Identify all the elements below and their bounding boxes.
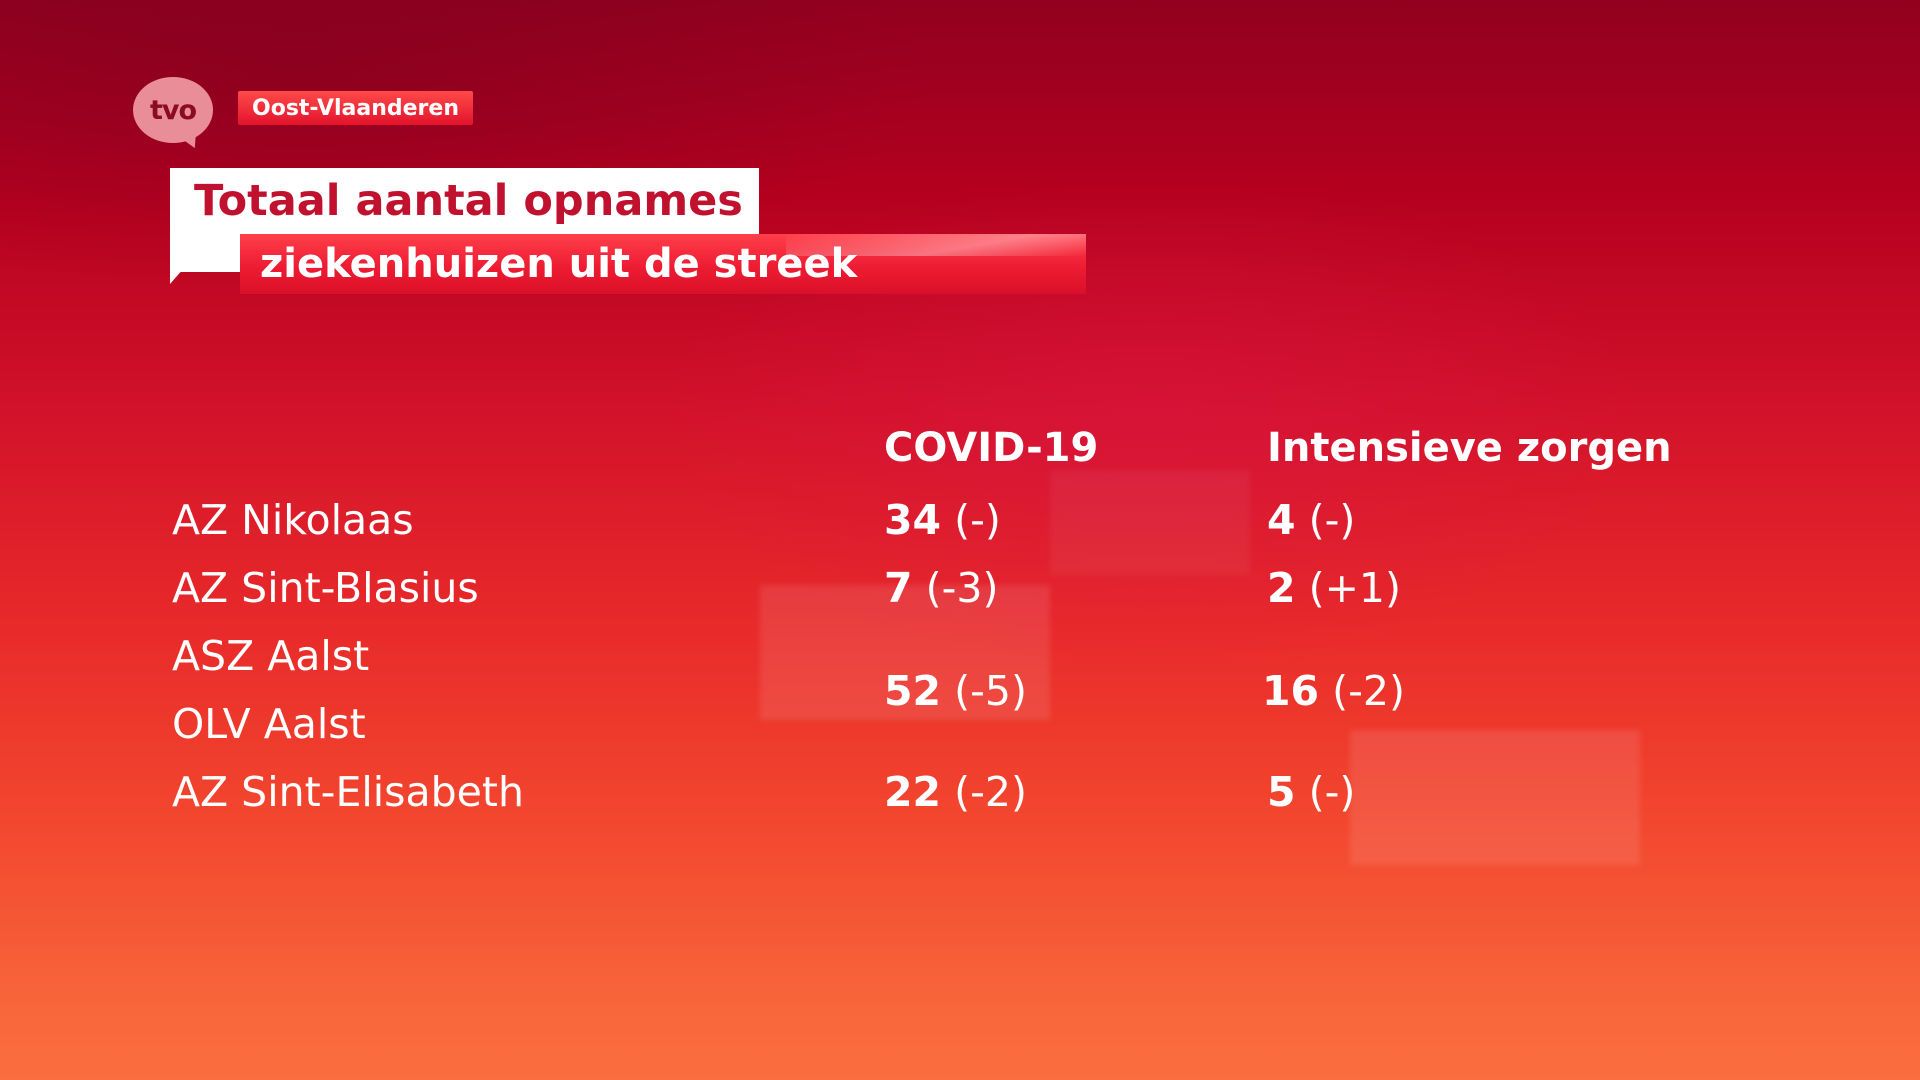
hospital-name: OLV Aalst [172,700,366,748]
covid-cell: 52 (-5) [884,666,1027,716]
background-floor [0,940,1920,1080]
intensive-care-value: 5 [1267,768,1296,816]
column-header-intensive-care: Intensieve zorgen [1267,425,1672,471]
background-panel [760,585,1050,720]
covid-change: (-2) [954,768,1027,816]
intensive-care-change: (-) [1308,768,1356,816]
intensive-care-change: (-) [1308,496,1356,544]
page-subtitle: ziekenhuizen uit de streek [240,234,1086,294]
intensive-care-value: 16 [1262,667,1320,715]
tvo-logo: tvo [133,77,213,153]
hospital-name: AZ Nikolaas [172,496,414,544]
intensive-care-cell: 4 (-) [1267,495,1355,545]
covid-value: 22 [884,768,942,816]
page-title: Totaal aantal opnames [170,168,759,234]
region-tag: Oost-Vlaanderen [238,91,473,125]
covid-value: 34 [884,496,942,544]
background-panel [1050,470,1250,575]
intensive-care-change: (-2) [1332,667,1405,715]
title-connector [170,230,240,272]
covid-value: 52 [884,667,942,715]
covid-change: (-) [954,496,1001,544]
covid-cell: 22 (-2) [884,767,1027,817]
covid-value: 7 [884,564,913,612]
intensive-care-cell: 16 (-2) [1262,666,1405,716]
hospital-name: AZ Sint-Blasius [172,564,479,612]
intensive-care-cell: 2 (+1) [1267,563,1401,613]
intensive-care-cell: 5 (-) [1267,767,1355,817]
covid-cell: 34 (-) [884,495,1001,545]
background-panel [1350,730,1640,865]
intensive-care-change: (+1) [1308,564,1402,612]
intensive-care-value: 4 [1267,496,1296,544]
subtitle-sheen [786,234,1086,256]
title-bubble-tail [170,268,184,284]
hospital-name: ASZ Aalst [172,632,370,680]
subtitle-text: ziekenhuizen uit de streek [260,241,858,287]
covid-change: (-5) [954,667,1027,715]
logo-bubble [133,77,213,143]
intensive-care-value: 2 [1267,564,1296,612]
column-header-covid: COVID-19 [884,425,1099,471]
hospital-name: AZ Sint-Elisabeth [172,768,524,816]
covid-change: (-3) [925,564,999,612]
covid-cell: 7 (-3) [884,563,998,613]
logo-text: tvo [149,94,197,126]
